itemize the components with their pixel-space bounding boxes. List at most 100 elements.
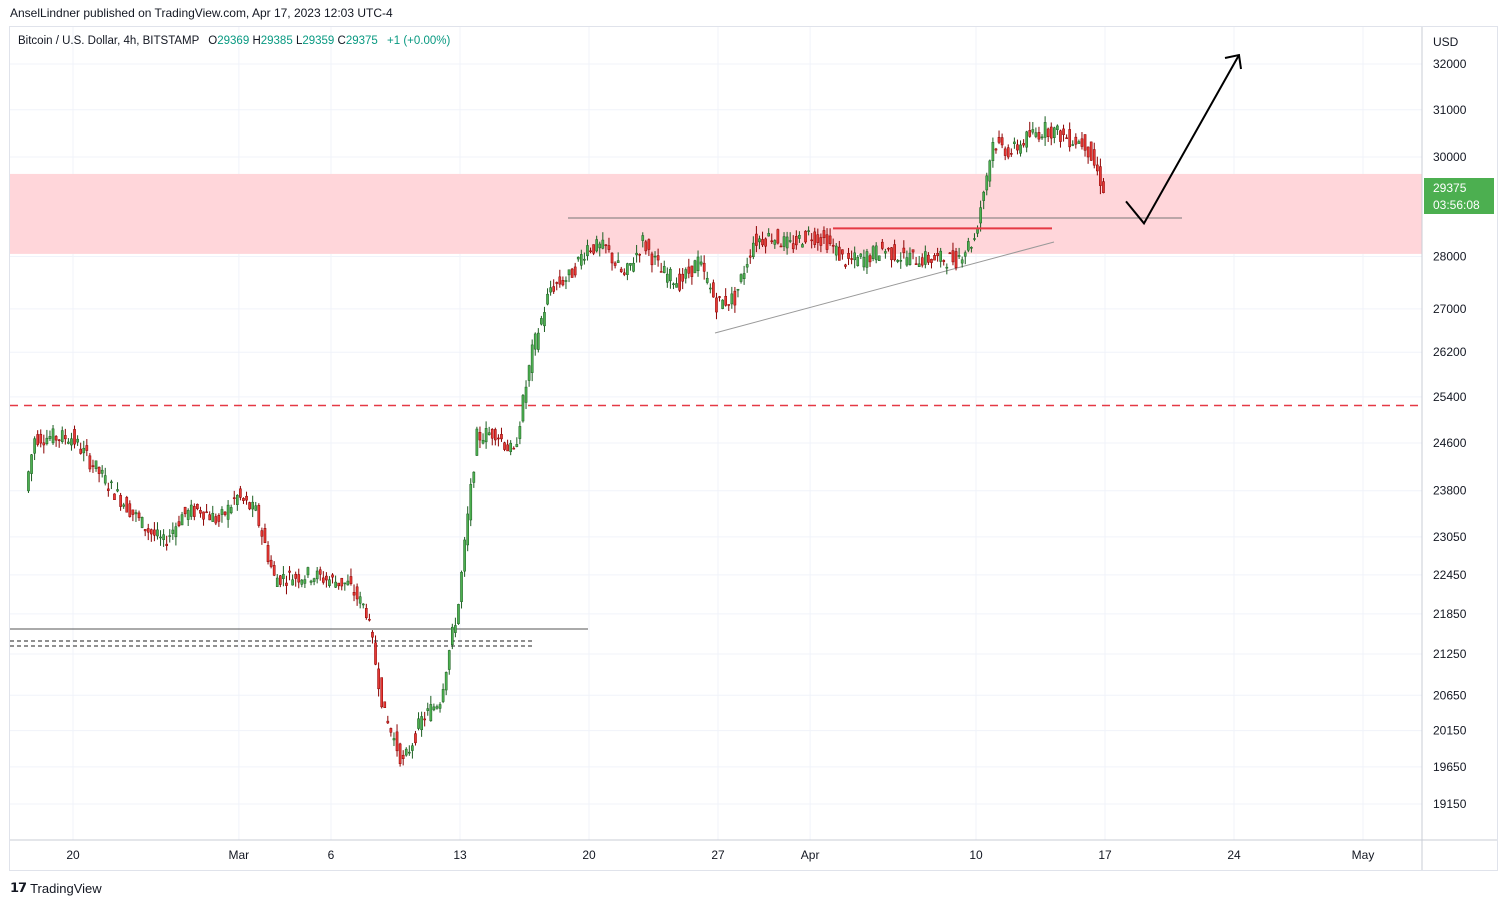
x-tick-label-6: Apr: [801, 848, 820, 862]
candle-body: [368, 618, 371, 621]
candle-body: [684, 269, 688, 279]
candle-body: [1052, 127, 1056, 138]
candle-body: [490, 429, 494, 439]
candle-body: [153, 529, 156, 536]
candle-body: [211, 512, 215, 522]
candle-body: [758, 238, 761, 243]
change-value: +1 (+0.00%): [387, 35, 451, 47]
candle-body: [822, 230, 826, 239]
candle-body: [1065, 137, 1068, 140]
candle-body: [693, 260, 697, 274]
candle-body: [699, 261, 703, 265]
candle-body: [626, 263, 629, 275]
candle-body: [469, 484, 473, 521]
candle-body: [288, 570, 291, 573]
last-price-value: 29375: [1433, 181, 1467, 195]
x-tick-label-4: 20: [582, 848, 596, 862]
candle-body: [638, 253, 642, 256]
candle-body: [991, 142, 995, 161]
candle-body: [475, 428, 479, 456]
candle-body: [168, 535, 172, 537]
candle-body: [923, 251, 927, 265]
candle-body: [183, 506, 187, 515]
candle-body: [454, 625, 457, 633]
candle-body: [1040, 136, 1044, 139]
candle-body: [122, 504, 126, 507]
publisher-text: AnselLindner published on TradingView.co…: [10, 6, 393, 20]
candle-body: [1092, 149, 1096, 166]
y-tick-label-7: 24600: [1433, 436, 1467, 450]
candle-body: [739, 274, 743, 282]
candle-body: [260, 530, 264, 537]
candle-body: [871, 246, 875, 259]
candle-body: [386, 720, 390, 724]
candle-body: [106, 488, 110, 491]
candle-body: [1028, 130, 1032, 137]
y-tick-label-4: 27000: [1433, 302, 1467, 316]
candle-body: [272, 565, 276, 576]
candle-body: [834, 245, 838, 256]
candle-body: [67, 441, 70, 444]
candle-body: [755, 233, 758, 246]
x-tick-label-8: 17: [1098, 848, 1112, 862]
candle-body: [484, 428, 488, 443]
x-tick-label-3: 13: [453, 848, 467, 862]
candle-body: [742, 273, 746, 279]
low-value: 29359: [302, 35, 335, 47]
candle-body: [85, 445, 89, 451]
candle-body: [82, 447, 86, 454]
y-tick-label-3: 28000: [1433, 249, 1467, 263]
candle-body: [543, 312, 546, 327]
candle-body: [73, 429, 76, 445]
footer[interactable]: 𝟭𝟳 TradingView: [10, 880, 102, 896]
candle-body: [527, 365, 531, 381]
candle-body: [650, 253, 654, 266]
candle-body: [988, 160, 992, 182]
candle-body: [610, 252, 614, 264]
candle-body: [954, 251, 958, 268]
candle-body: [982, 191, 986, 201]
candle-body: [374, 642, 377, 665]
candle-body: [779, 245, 783, 248]
candle-body: [125, 497, 129, 513]
candle-body: [782, 236, 786, 247]
bar-countdown: 03:56:08: [1433, 198, 1480, 212]
frame-top-border: [10, 26, 1498, 27]
frame-right-border: [1497, 26, 1498, 871]
candle-body: [635, 252, 638, 256]
candle-body: [736, 288, 740, 291]
candle-body: [524, 386, 528, 403]
candle-body: [444, 672, 448, 691]
candle-body: [708, 287, 712, 290]
candle-body: [162, 534, 165, 540]
y-tick-label-0: 32000: [1433, 57, 1467, 71]
candle-body: [57, 439, 61, 442]
candle-body: [540, 318, 543, 325]
candle-body: [773, 240, 777, 245]
candle-body: [497, 437, 500, 440]
candle-body: [933, 255, 936, 261]
candle-body: [939, 250, 943, 262]
candle-body: [942, 260, 946, 262]
candle-body: [785, 236, 789, 249]
candle-body: [113, 493, 116, 500]
candle-body: [364, 608, 368, 618]
candle-body: [493, 429, 497, 441]
candle-body: [801, 244, 804, 248]
low-label: L: [295, 35, 303, 47]
candle-body: [1059, 130, 1062, 142]
candle-body: [622, 272, 626, 275]
candle-body: [899, 260, 903, 262]
candle-body: [404, 748, 408, 756]
candle-body: [269, 559, 273, 567]
x-tick-label-0: 20: [66, 848, 80, 862]
candle-body: [681, 273, 685, 282]
last-price-badge: 29375 03:56:08: [1424, 178, 1494, 214]
candle-body: [199, 510, 202, 514]
candle-body: [647, 239, 651, 250]
candle-body: [715, 297, 718, 313]
currency-label: USD: [1433, 35, 1459, 49]
candle-body: [598, 243, 602, 249]
chart-legend: Bitcoin / U.S. Dollar, 4h, BITSTAMP O293…: [18, 35, 450, 47]
